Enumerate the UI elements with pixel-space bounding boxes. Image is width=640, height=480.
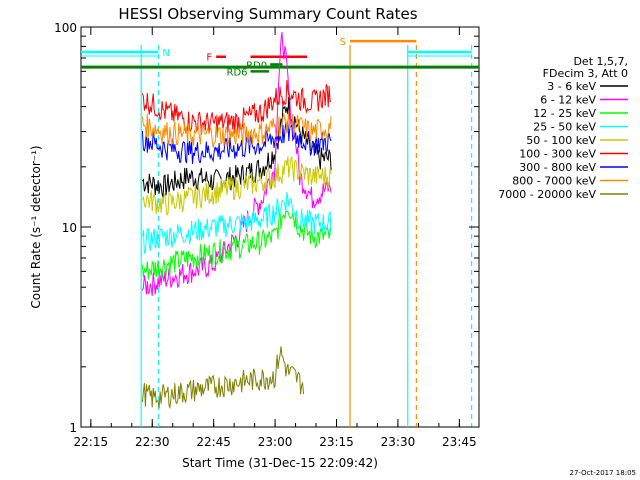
series-line [141,210,332,280]
legend-label: 800 - 7000 keV [512,175,596,188]
annotation-label: F [206,53,212,64]
legend-label: 3 - 6 keV [547,80,596,93]
x-axis-label: Start Time (31-Dec-15 22:09:42) [182,456,378,470]
legend-header-2: FDecim 3, Att 0 [543,67,628,80]
legend-label: 7000 - 20000 keV [498,188,596,201]
y-axis-label: Count Rate (s⁻¹ detector⁻¹) [29,145,43,308]
y-axis: 1 10 100 [54,21,479,435]
x-tick-label: 23:00 [258,435,293,449]
x-tick-label: 22:15 [74,435,109,449]
series-line [141,80,332,136]
y-tick-label: 1 [69,421,77,435]
series-line [141,96,332,198]
series-line [141,191,332,254]
y-tick-label: 10 [62,221,77,235]
legend-header-1: Det 1,5,7, [573,55,628,68]
legend-label: 12 - 25 keV [533,107,596,120]
series-line [141,155,332,217]
x-tick-label: 22:45 [196,435,231,449]
legend-label: 100 - 300 keV [519,148,596,161]
annotation-label: RD6 [227,67,248,78]
x-tick-label: 23:15 [319,435,354,449]
annotation-label: S [340,37,346,48]
series-line [141,109,332,148]
y-tick-label: 100 [54,21,77,35]
vline-group [140,45,473,427]
annotation-label: N [162,48,169,59]
footer-date: 27-Oct-2017 18:05 [570,469,636,477]
legend-label: 25 - 50 keV [533,121,596,134]
series-group [141,32,332,410]
series-line [141,346,305,410]
legend-label: 6 - 12 keV [540,94,596,107]
legend-label: 50 - 100 keV [526,134,596,147]
annotation-group: NSFRD0RD6 [81,37,479,78]
x-tick-label: 22:30 [135,435,170,449]
x-tick-label: 23:30 [381,435,416,449]
x-axis: 22:15 22:30 22:45 23:00 23:15 23:30 23:45 [74,27,477,449]
chart-title: HESSI Observing Summary Count Rates [118,5,417,23]
x-tick-label: 23:45 [442,435,477,449]
series-line [141,120,332,165]
legend-label: 300 - 800 keV [519,161,596,174]
